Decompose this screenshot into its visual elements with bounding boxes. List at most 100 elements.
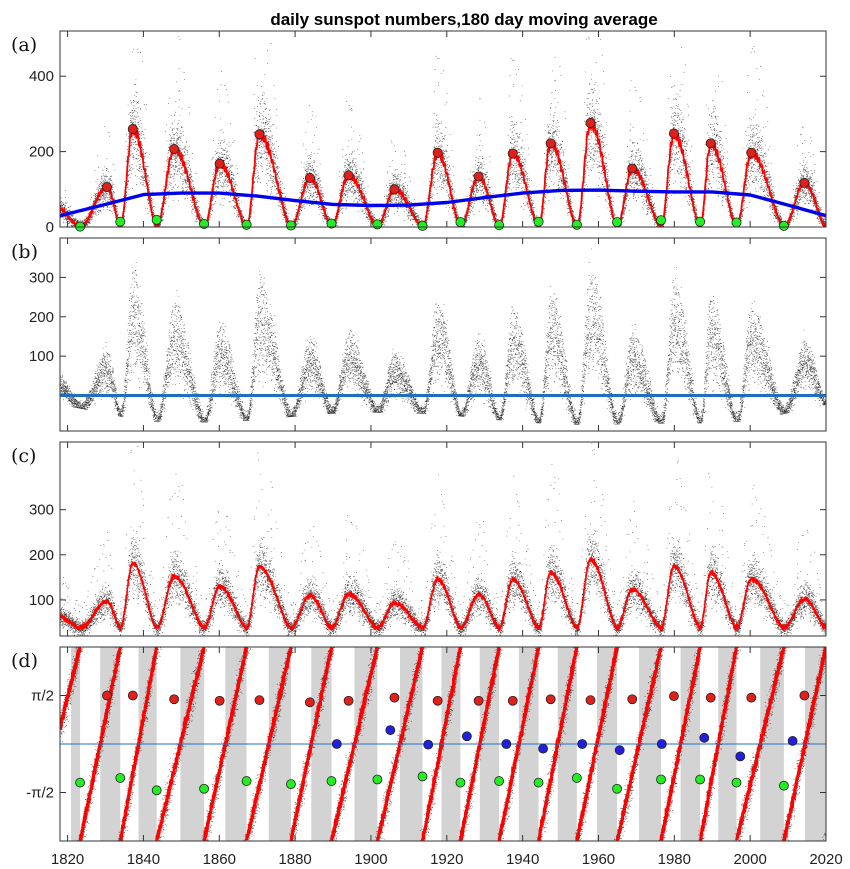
cycle-minimum-marker	[151, 214, 162, 225]
phase-zero-marker	[501, 739, 512, 749]
cycle-maximum-marker	[668, 128, 679, 139]
phase-zero-marker	[331, 739, 342, 749]
phase-minimum-marker	[656, 774, 666, 785]
cycle-maximum-marker	[585, 117, 596, 128]
x-axis-ticks: 1820 1840 1860 1880 1900 1920 1940 1960 1980 2000…	[51, 851, 843, 868]
cycle-maximum-marker	[214, 158, 225, 169]
phase-zero-marker	[787, 736, 798, 746]
panel-a-markers	[75, 117, 810, 232]
cycle-minimum-marker	[731, 217, 742, 228]
phase-zero-marker	[699, 732, 710, 743]
y-tick-label: 300	[29, 269, 54, 286]
phase-maximum-marker	[102, 690, 112, 701]
phase-maximum-marker	[432, 695, 443, 706]
phase-zero-marker	[423, 739, 434, 750]
panel-a-frame	[59, 30, 827, 228]
panel-a-label: (a)	[11, 34, 37, 56]
phase-zero-marker	[538, 743, 549, 754]
phase-zero-marker	[656, 739, 667, 749]
cycle-minimum-marker	[778, 220, 789, 231]
cycle-minimum-marker	[326, 218, 337, 229]
phase-maximum-marker	[746, 692, 757, 703]
cycle-minimum-marker	[656, 215, 667, 226]
phase-maximum-marker	[705, 692, 716, 703]
phase-maximum-marker	[304, 697, 315, 708]
phase-minimum-marker	[779, 780, 789, 791]
chart-title: daily sunspot numbers,180 day moving ave…	[270, 10, 657, 29]
phase-zero-marker	[461, 731, 472, 742]
phase-minimum-marker	[75, 777, 85, 788]
panel-d-y-ticks: -π/2 π/2	[26, 647, 827, 841]
phase-maximum-marker	[343, 695, 354, 706]
phase-minimum-marker	[533, 777, 544, 788]
x-tick-label: 1920	[430, 851, 463, 868]
panel-d: -π/2 π/2 (d)	[11, 646, 827, 842]
cycle-maximum-marker	[473, 171, 484, 182]
phase-maximum-marker	[473, 695, 484, 706]
y-tick-label: 200	[29, 144, 54, 161]
phase-zero-marker	[614, 745, 625, 756]
phase-maximum-marker	[389, 692, 400, 703]
cycle-maximum-marker	[507, 148, 518, 159]
y-tick-label: 100	[29, 592, 54, 609]
panel-c-y-ticks: 100 200 300	[29, 442, 827, 636]
cycle-minimum-marker	[612, 217, 623, 228]
cycle-minimum-marker	[695, 216, 706, 227]
phase-minimum-marker	[372, 774, 383, 785]
panel-b-frame	[59, 237, 827, 432]
cycle-maximum-marker	[169, 143, 180, 154]
phase-minimum-marker	[455, 777, 466, 788]
panel-d-frame	[59, 646, 827, 842]
cycle-minimum-marker	[285, 220, 296, 231]
panel-c-label: (c)	[11, 445, 36, 467]
phase-minimum-marker	[571, 773, 582, 783]
y-tick-label: 100	[29, 348, 54, 365]
phase-minimum-marker	[241, 776, 252, 786]
panel-a: 0 200 400 (a)	[11, 30, 827, 236]
phase-minimum-marker	[612, 783, 622, 794]
phase-maximum-marker	[169, 694, 180, 705]
phase-minimum-marker	[199, 783, 209, 794]
phase-minimum-marker	[286, 779, 296, 790]
y-tick-label: -π/2	[26, 785, 54, 802]
x-tick-label: 1980	[658, 851, 691, 868]
x-tick-label: 1880	[278, 851, 311, 868]
cycle-minimum-marker	[372, 219, 383, 230]
cycle-minimum-marker	[199, 218, 210, 229]
x-tick-label: 1900	[354, 851, 387, 868]
cycle-maximum-marker	[432, 147, 443, 158]
phase-minimum-marker	[494, 776, 505, 786]
cycle-minimum-marker	[494, 220, 505, 231]
long-term-trend-line	[60, 188, 826, 218]
x-tick-label: 1940	[506, 851, 539, 868]
cycle-minimum-marker	[455, 217, 466, 228]
cycle-minimum-marker	[571, 219, 582, 230]
phase-minimum-marker	[731, 777, 742, 788]
x-tick-label: 1820	[51, 851, 84, 868]
phase-maximum-marker	[627, 694, 638, 705]
cycle-minimum-marker	[241, 219, 252, 230]
phase-maximum-marker	[127, 690, 138, 701]
cycle-maximum-marker	[627, 163, 638, 174]
phase-zero-marker	[385, 725, 396, 736]
panel-c: 100 200 300 (c)	[11, 441, 827, 637]
y-tick-label: 300	[29, 502, 54, 519]
panel-c-frame	[59, 441, 827, 637]
panel-d-series	[60, 647, 826, 841]
phase-maximum-marker	[799, 690, 810, 701]
detrended-daily-points	[60, 248, 826, 425]
cycle-maximum-marker	[389, 184, 400, 195]
phase-maximum-marker	[585, 695, 596, 706]
phase-minimum-marker	[151, 785, 162, 796]
cycle-maximum-marker	[343, 170, 354, 181]
phase-maximum-marker	[669, 691, 679, 702]
cycle-minimum-marker	[417, 220, 428, 231]
panel-a-series	[60, 117, 826, 227]
panel-b-daily-points	[60, 248, 826, 425]
phase-minimum-marker	[417, 771, 428, 782]
panel-c-daily-points	[60, 443, 826, 636]
phase-minimum-marker	[326, 776, 337, 786]
phase-maximum-marker	[507, 695, 518, 706]
panel-b-y-ticks: 100 200 300	[29, 238, 827, 431]
